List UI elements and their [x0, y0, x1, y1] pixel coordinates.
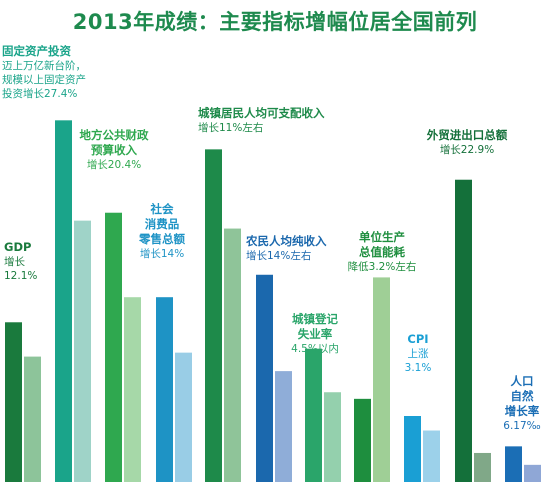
bar-3-0 [156, 297, 173, 482]
group-heading-7-1: 总值能耗 [359, 245, 405, 259]
group-note-5-0: 增长14%左右 [246, 250, 312, 262]
group-note-2-0: 增长20.4% [86, 159, 142, 171]
group-label-1: 固定资产投资迈上万亿新台阶， 规模以上固定资产 投资增长27.4% [2, 44, 120, 101]
bar-4-1 [224, 228, 241, 482]
group-label-4: 城镇居民人均可支配收入 增长11%左右 [198, 106, 358, 135]
group-note-1-1: 规模以上固定资产 [2, 74, 86, 86]
bar-1-0 [55, 120, 72, 482]
group-label-9: 外贸进出口总额 增长22.9% [412, 128, 522, 157]
group-heading-4-0: 城镇居民人均可支配收入 [198, 106, 325, 120]
bar-9-1 [474, 452, 491, 482]
group-heading-3-2: 零售总额 [139, 232, 185, 246]
group-note-6-0: 4.5%以内 [291, 343, 339, 355]
bar-2-0 [105, 212, 122, 482]
bar-7-1 [373, 277, 390, 482]
bar-9-0 [455, 179, 472, 482]
group-label-2: 地方公共财政 预算收入增长20.4% [64, 128, 164, 172]
group-heading-6-1: 失业率 [297, 327, 333, 341]
group-label-5: 农民人均纯收入 增长14%左右 [246, 234, 346, 263]
group-heading-10-1: 自然 [510, 389, 534, 403]
group-note-1-0: 迈上万亿新台阶， [2, 60, 86, 72]
group-note-10-0: 6.17‰ [503, 420, 541, 432]
group-heading-10-2: 增长率 [504, 404, 540, 418]
group-heading-2-0: 地方公共财政 [79, 128, 149, 142]
group-label-10: 人口 自然 增长率 6.17‰ [496, 374, 548, 433]
bar-6-0 [305, 348, 322, 482]
bar-6-1 [324, 392, 341, 482]
group-heading-1-0: 固定资产投资 [2, 44, 71, 58]
bar-0-0 [5, 322, 22, 482]
bar-10-0 [505, 446, 522, 482]
group-note-0-0: 增长 [4, 256, 25, 268]
group-label-0: GDP 增长 12.1% [4, 240, 52, 283]
bar-8-1 [423, 430, 440, 482]
bar-1-1 [74, 220, 91, 482]
group-heading-8-0: CPI [407, 332, 429, 346]
bar-7-0 [354, 398, 371, 482]
group-note-4-0: 增长11%左右 [198, 122, 264, 134]
group-heading-0-0: GDP [4, 240, 32, 254]
group-note-1-2: 投资增长27.4% [2, 88, 78, 100]
group-note-8-0: 上涨 [407, 348, 429, 360]
bar-5-1 [275, 371, 292, 482]
bar-0-1 [24, 356, 41, 482]
group-note-0-1: 12.1% [4, 270, 38, 282]
group-heading-6-0: 城镇登记 [292, 312, 338, 326]
group-heading-2-1: 预算收入 [91, 143, 137, 157]
group-label-3: 社会 消费品 零售总额增长14% [128, 202, 196, 261]
group-note-3-0: 增长14% [139, 248, 185, 260]
bar-10-1 [524, 464, 541, 482]
group-heading-7-0: 单位生产 [359, 230, 405, 244]
bar-3-1 [175, 352, 192, 482]
bar-4-0 [205, 149, 222, 483]
bar-5-0 [256, 274, 273, 482]
group-heading-3-0: 社会 [150, 202, 174, 216]
group-label-7: 单位生产 总值能耗降低3.2%左右 [342, 230, 422, 274]
bar-2-1 [124, 297, 141, 482]
group-label-8: CPI 上涨 3.1% [396, 332, 440, 375]
group-heading-9-0: 外贸进出口总额 [426, 128, 508, 142]
group-heading-10-0: 人口 [510, 374, 534, 388]
group-note-7-0: 降低3.2%左右 [347, 261, 417, 273]
group-note-9-0: 增长22.9% [439, 144, 495, 156]
group-heading-5-0: 农民人均纯收入 [246, 234, 327, 248]
bar-8-0 [404, 416, 421, 482]
chart-title: 2013年成绩：主要指标增幅位居全国前列 [72, 10, 478, 34]
group-label-6: 城镇登记 失业率 4.5%以内 [282, 312, 348, 356]
group-note-8-1: 3.1% [404, 362, 432, 374]
group-heading-3-1: 消费品 [144, 217, 180, 231]
